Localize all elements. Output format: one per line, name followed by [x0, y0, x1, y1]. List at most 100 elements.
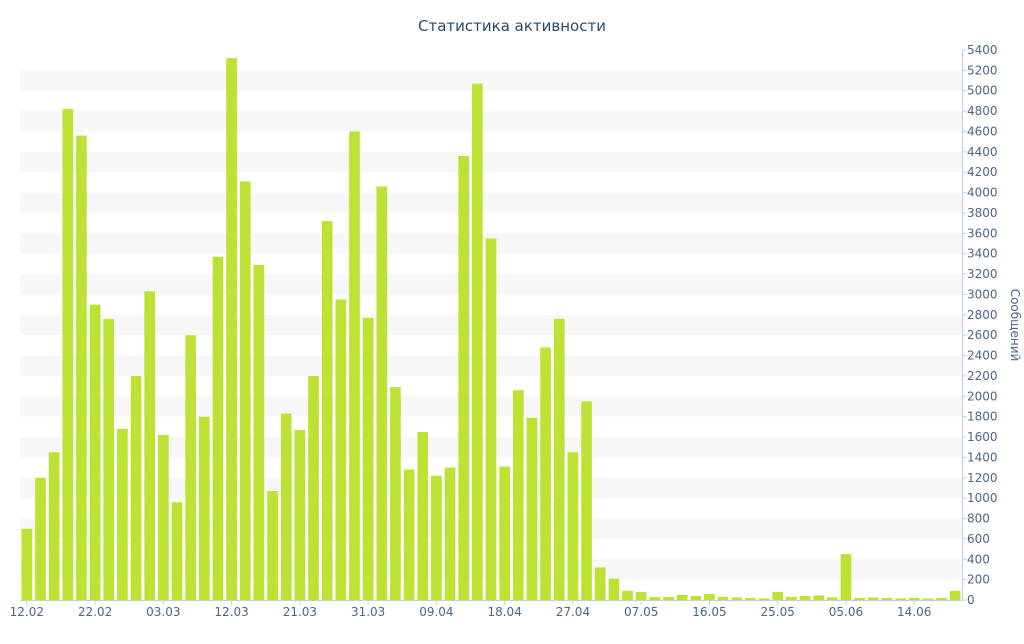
y-tick-label: 1600: [967, 430, 998, 444]
y-tick-label: 4600: [967, 124, 998, 138]
bar: [308, 375, 319, 600]
y-tick-label: 1000: [967, 491, 998, 505]
x-tick-label: 07.05: [624, 605, 658, 619]
bar: [35, 477, 46, 600]
bar: [676, 594, 688, 600]
x-tick-label: 12.02: [10, 605, 44, 619]
bar: [321, 221, 333, 601]
bar: [690, 595, 702, 600]
y-tick-label: 800: [967, 512, 990, 526]
bar: [253, 264, 265, 600]
bar: [772, 591, 784, 600]
bar: [444, 467, 456, 600]
bar: [376, 186, 388, 601]
y-tick-label: 4400: [967, 145, 998, 159]
y-tick-label: 3000: [967, 287, 998, 301]
bar: [867, 597, 879, 600]
bar: [512, 390, 524, 600]
bar: [280, 413, 292, 600]
y-tick-label: 2600: [967, 328, 998, 342]
x-tick-label: 25.05: [761, 605, 795, 619]
axes-group: 0 200 400 600 800 1000 1200 1400 1600 1800 2000 220…: [10, 43, 998, 619]
grid-band: [20, 111, 962, 132]
bar: [622, 590, 633, 600]
y-tick-label: 2200: [967, 369, 998, 383]
bars-group: [21, 58, 961, 601]
x-tick-label: 18.04: [487, 605, 521, 619]
x-tick-label: 27.04: [556, 605, 590, 619]
bar: [922, 598, 934, 600]
bar: [553, 318, 565, 600]
x-tick-label: 05.06: [829, 605, 863, 619]
x-tick-label: 12.03: [214, 605, 248, 619]
bar: [294, 429, 306, 600]
y-tick-label: 3800: [967, 206, 998, 220]
y-tick-label: 3200: [967, 267, 998, 281]
bar: [362, 317, 374, 600]
bar: [936, 597, 947, 600]
bar: [854, 597, 865, 600]
bar: [117, 428, 128, 600]
bar: [403, 469, 415, 600]
bar: [158, 435, 169, 600]
bar: [185, 335, 196, 600]
bar: [895, 598, 906, 600]
bar: [62, 109, 74, 600]
bar: [635, 591, 647, 600]
bar: [526, 417, 538, 600]
bar: [704, 593, 715, 600]
y-tick-label: 2800: [967, 308, 998, 322]
bar: [949, 590, 961, 600]
x-tick-label: 31.03: [351, 605, 385, 619]
bar: [130, 375, 142, 600]
bar: [239, 181, 251, 600]
y-tick-label: 4800: [967, 104, 998, 118]
y-tick-label: 4000: [967, 186, 998, 200]
y-axis-title: Сообщений: [1008, 289, 1022, 362]
bar: [717, 596, 729, 600]
bar: [458, 155, 470, 600]
bar: [226, 58, 237, 600]
bar: [417, 431, 429, 600]
bar: [21, 528, 33, 600]
chart-title: Статистика активности: [418, 17, 606, 35]
y-tick-label: 2400: [967, 349, 998, 363]
bar: [663, 596, 674, 600]
bar: [881, 597, 893, 600]
bar: [485, 238, 497, 600]
grid-band: [20, 151, 962, 173]
bar: [826, 597, 838, 600]
bar: [431, 475, 442, 600]
bar: [212, 256, 224, 600]
bar: [103, 318, 115, 600]
bar: [198, 416, 210, 600]
x-tick-label: 09.04: [419, 605, 453, 619]
bar: [840, 554, 852, 600]
x-tick-label: 22.02: [78, 605, 112, 619]
y-tick-label: 600: [967, 532, 990, 546]
bar: [472, 83, 483, 601]
y-tick-label: 1400: [967, 450, 998, 464]
y-tick-label: 400: [967, 552, 990, 566]
bar: [144, 291, 156, 600]
x-tick-label: 14.06: [897, 605, 931, 619]
y-tick-label: 1200: [967, 471, 998, 485]
grid-band: [20, 70, 962, 91]
bar: [171, 502, 183, 600]
bar: [349, 131, 360, 601]
y-tick-label: 200: [967, 573, 990, 587]
bar: [745, 597, 756, 600]
bar: [908, 597, 920, 600]
y-tick-label: 1800: [967, 410, 998, 424]
grid-band: [20, 192, 962, 213]
bar: [581, 401, 592, 600]
y-tick-label: 3400: [967, 247, 998, 261]
x-tick-label: 03.03: [146, 605, 180, 619]
x-tick-label: 16.05: [692, 605, 726, 619]
bar: [799, 595, 811, 600]
bar: [649, 596, 661, 600]
y-tick-label: 4200: [967, 165, 998, 179]
x-tick-label: 21.03: [283, 605, 317, 619]
